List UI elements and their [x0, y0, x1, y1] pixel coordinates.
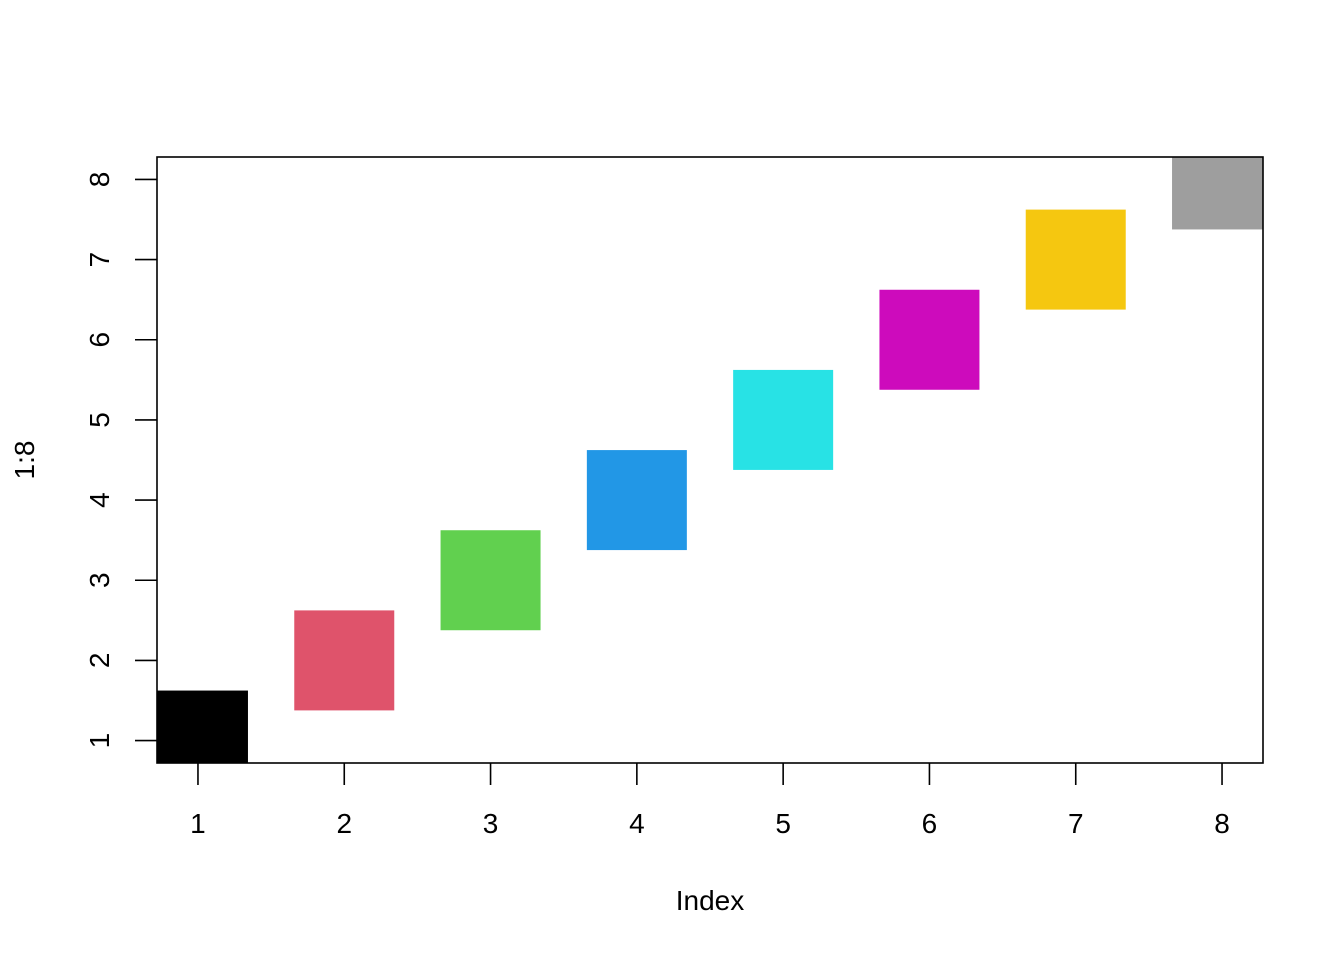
- x-axis: 1 2 3 4 5 6 7 8: [190, 763, 1230, 839]
- y-tick-label: 7: [84, 252, 115, 268]
- x-tick-label: 8: [1214, 808, 1230, 839]
- plot-frame: [156, 156, 1264, 764]
- points-layer: [157, 157, 1263, 763]
- data-point: [294, 610, 395, 711]
- data-point: [1172, 157, 1263, 230]
- y-axis-label: 1:8: [9, 441, 40, 480]
- y-tick-label: 1: [84, 733, 115, 749]
- data-point: [157, 690, 248, 763]
- y-tick-label: 2: [84, 653, 115, 669]
- x-tick-label: 6: [922, 808, 938, 839]
- data-point: [733, 369, 834, 470]
- y-tick-label: 3: [84, 572, 115, 588]
- y-tick-label: 5: [84, 412, 115, 428]
- x-tick-label: 5: [775, 808, 791, 839]
- y-tick-label: 6: [84, 332, 115, 348]
- x-tick-label: 1: [190, 808, 206, 839]
- y-tick-label: 8: [84, 172, 115, 188]
- x-tick-label: 4: [629, 808, 645, 839]
- x-tick-label: 7: [1068, 808, 1084, 839]
- y-tick-label: 4: [84, 492, 115, 508]
- data-point: [440, 530, 541, 631]
- x-tick-label: 3: [483, 808, 499, 839]
- y-axis: 1 2 3 4 5 6 7 8: [84, 172, 157, 749]
- data-point: [586, 450, 687, 551]
- data-point: [879, 289, 980, 390]
- x-axis-label: Index: [676, 885, 745, 916]
- x-tick-label: 2: [336, 808, 352, 839]
- data-point: [1025, 209, 1126, 310]
